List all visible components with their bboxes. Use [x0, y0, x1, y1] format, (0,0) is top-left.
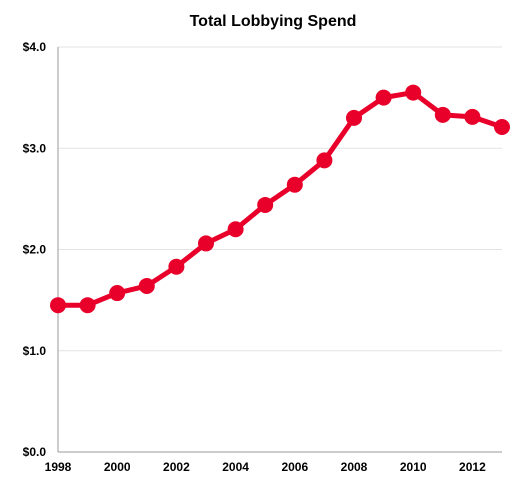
data-point [434, 106, 451, 123]
x-tick-label: 2004 [222, 460, 249, 474]
data-point [138, 277, 155, 294]
x-tick-label: 2000 [104, 460, 131, 474]
series [50, 84, 510, 314]
data-point [464, 108, 481, 125]
x-tick-label: 1998 [45, 460, 72, 474]
y-axis-tick-labels: $0.0 $1.0 $2.0 $3.0 $4.0 [23, 40, 47, 459]
data-point [109, 285, 126, 302]
data-point [405, 84, 422, 101]
y-tick-label: $1.0 [23, 344, 47, 358]
axes [57, 47, 502, 453]
x-tick-label: 2010 [400, 460, 427, 474]
data-point [227, 221, 244, 238]
y-tick-label: $0.0 [23, 445, 47, 459]
x-tick-label: 2012 [459, 460, 486, 474]
data-point [79, 297, 96, 314]
data-point [257, 196, 274, 213]
y-tick-label: $4.0 [23, 40, 47, 54]
y-tick-label: $2.0 [23, 243, 47, 257]
data-point [494, 118, 510, 135]
x-tick-label: 2006 [281, 460, 308, 474]
data-point [316, 152, 333, 169]
data-point [346, 109, 362, 126]
y-tick-label: $3.0 [23, 141, 47, 155]
gridlines [58, 46, 502, 352]
data-point [50, 297, 66, 314]
x-tick-label: 2002 [163, 460, 190, 474]
chart-title: Total Lobbying Spend [190, 13, 357, 30]
x-axis-tick-labels: 1998 2000 2002 2004 2006 2008 2010 2012 [45, 460, 486, 474]
series-line [55, 90, 505, 308]
data-point [168, 258, 185, 275]
x-tick-label: 2008 [341, 460, 368, 474]
data-point [198, 235, 214, 252]
data-point [375, 89, 392, 106]
data-point [286, 176, 303, 193]
